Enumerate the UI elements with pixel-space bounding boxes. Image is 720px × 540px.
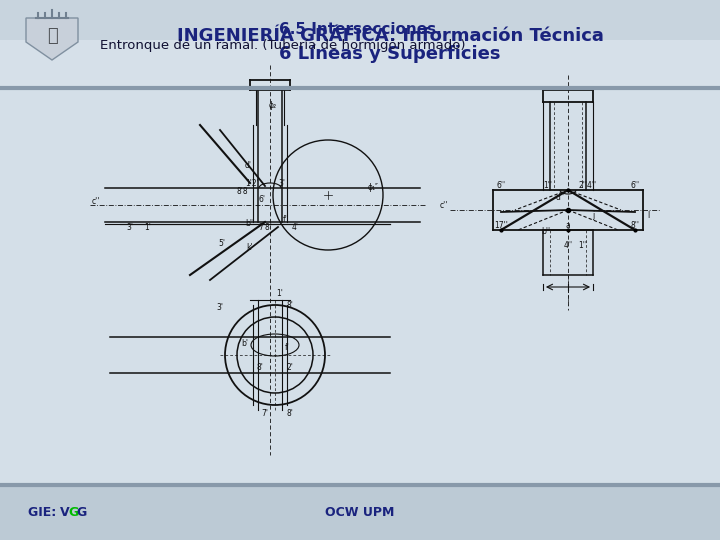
Text: c'': c'' — [440, 201, 448, 211]
Text: l: l — [647, 211, 649, 219]
Text: 2': 2' — [287, 362, 294, 372]
Text: Entronque de un ramal. (Tubería de hormigón armado): Entronque de un ramal. (Tubería de hormi… — [100, 39, 466, 52]
Text: 1'': 1'' — [544, 180, 552, 190]
Text: 7'8': 7'8' — [258, 224, 272, 233]
Text: a: a — [566, 221, 570, 231]
Text: 6': 6' — [258, 195, 266, 205]
Text: 1': 1' — [276, 288, 284, 298]
Text: 6.5 Intersecciones.: 6.5 Intersecciones. — [279, 23, 441, 37]
Text: k': k' — [247, 242, 253, 252]
Text: 1'2': 1'2' — [245, 179, 259, 187]
Text: d': d' — [245, 161, 251, 171]
Text: b'': b'' — [541, 227, 551, 237]
Text: j: j — [592, 211, 594, 219]
Text: ϕ₂: ϕ₂ — [269, 100, 277, 110]
Text: G: G — [76, 507, 86, 519]
Text: ϕ₁″: ϕ₁″ — [368, 183, 379, 192]
Text: 3': 3' — [217, 302, 223, 312]
Text: 4'': 4'' — [564, 240, 572, 249]
Text: 4': 4' — [292, 222, 299, 232]
Text: 8'8: 8'8 — [236, 186, 248, 195]
Text: b'': b'' — [246, 219, 255, 227]
Text: 8': 8' — [287, 300, 294, 309]
Text: OCW UPM: OCW UPM — [325, 507, 395, 519]
Text: G: G — [68, 507, 78, 519]
Text: 1': 1' — [145, 222, 151, 232]
Text: b': b' — [241, 339, 248, 348]
Text: 3': 3' — [279, 179, 286, 188]
Text: 8': 8' — [256, 362, 264, 372]
Text: f': f' — [284, 342, 289, 352]
Text: 8'': 8'' — [631, 221, 639, 231]
Text: GIE:: GIE: — [28, 507, 60, 519]
Text: 5': 5' — [218, 239, 225, 247]
Text: 1'': 1'' — [578, 240, 588, 249]
Text: 2''4'': 2''4'' — [579, 180, 597, 190]
Text: 3': 3' — [127, 222, 133, 232]
Bar — [0, 0, 720, 88]
Text: INGENIERÍA GRÁFICA: Información Técnica: INGENIERÍA GRÁFICA: Información Técnica — [176, 27, 603, 45]
Text: V: V — [60, 507, 70, 519]
Text: 6'': 6'' — [496, 181, 505, 191]
Bar — [0, 39, 720, 88]
Text: c'': c'' — [92, 197, 100, 206]
Text: 6'': 6'' — [631, 181, 639, 191]
Text: 8': 8' — [287, 408, 294, 417]
Polygon shape — [26, 18, 78, 60]
Text: 6 Líneas y Superficies: 6 Líneas y Superficies — [279, 45, 500, 63]
Text: 7': 7' — [261, 408, 269, 417]
Text: 🦅: 🦅 — [47, 27, 58, 45]
Text: f': f' — [282, 215, 287, 225]
Text: 17'': 17'' — [494, 221, 508, 231]
Bar — [0, 485, 720, 540]
Text: d'': d'' — [555, 193, 564, 202]
